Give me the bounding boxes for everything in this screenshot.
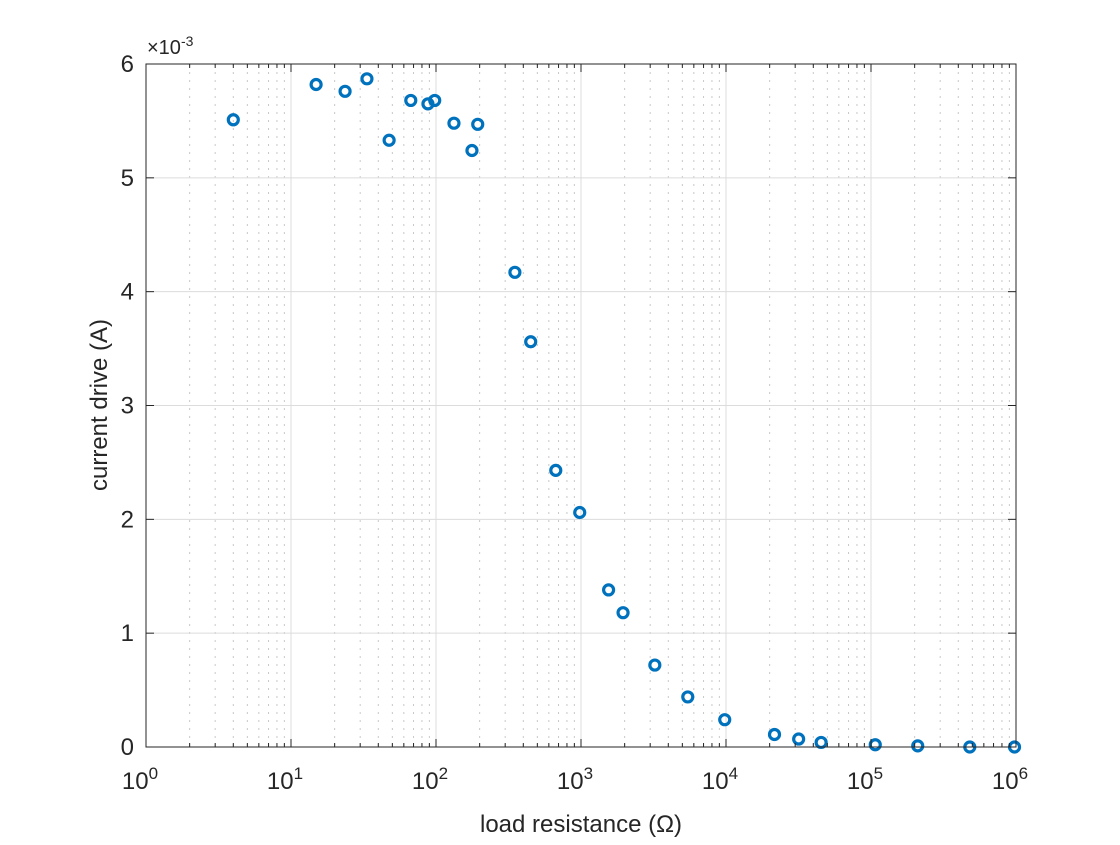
data-point [868,738,882,752]
data-point [911,739,925,753]
data-point [338,84,352,98]
data-point [681,690,695,704]
y-tick-labels: 0 1 2 3 4 5 6 [121,51,134,761]
y-tick-label: 5 [121,165,134,192]
data-point [792,732,806,746]
y-tick-label: 6 [121,51,134,78]
data-point [309,77,323,92]
grid-lines [145,63,1017,748]
data-point [382,133,396,147]
y-tick-label: 3 [121,393,134,420]
tick-marks [145,63,1017,748]
y-exponent-label: ×10-3 [147,33,194,59]
y-tick-label: 4 [121,279,134,306]
data-point [226,113,240,127]
data-point [471,117,485,131]
y-tick-label: 0 [121,734,134,761]
y-tick-label: 2 [121,506,134,533]
data-point [524,335,538,349]
data-point [360,72,374,86]
data-point [508,265,522,279]
data-point [404,93,418,108]
data-points [226,72,1022,754]
y-tick-label: 1 [121,620,134,647]
x-tick-labels: 100 101 102 103 104 105 106 [122,764,1028,795]
data-point [428,93,442,108]
data-point [767,727,782,742]
x-tick-label: 103 [557,764,593,795]
data-point [718,713,732,727]
x-tick-label: 106 [992,764,1028,795]
x-tick-label: 101 [267,764,303,795]
x-tick-label: 105 [847,764,883,795]
data-point [465,143,479,158]
y-axis-label: current drive (A) [86,319,113,491]
data-point [601,583,616,597]
x-tick-label: 102 [412,764,448,795]
data-point [616,606,630,620]
x-tick-label: 100 [122,764,158,795]
x-tick-label: 104 [702,764,738,795]
data-point [648,658,662,672]
data-point [573,505,587,520]
data-point [447,116,461,130]
x-axis-label: load resistance (Ω) [480,811,682,838]
data-point [549,463,563,477]
